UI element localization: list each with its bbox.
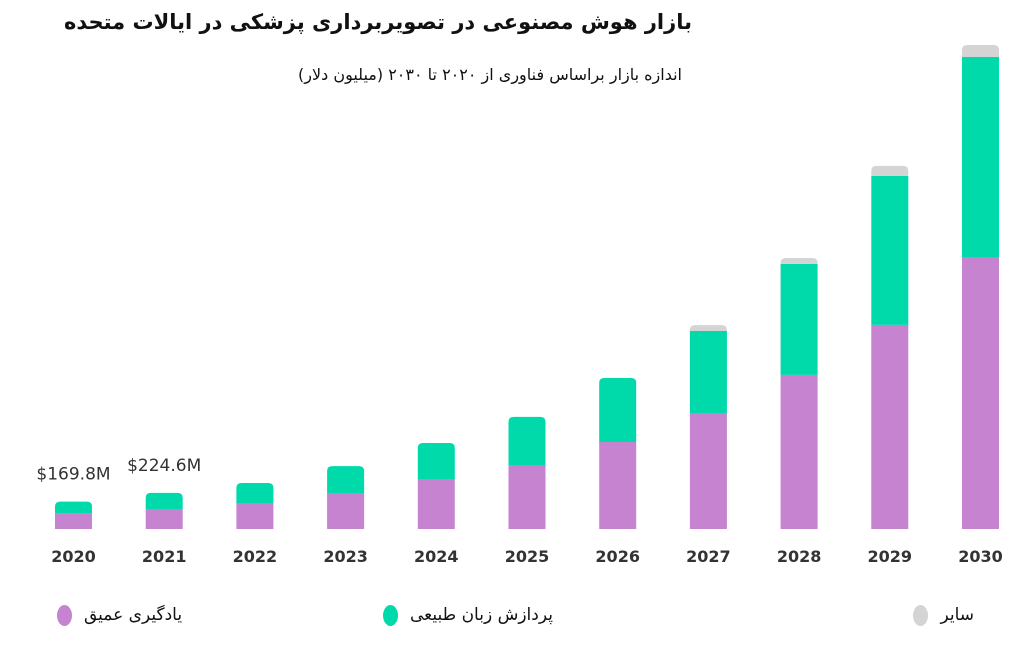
bar-2027-series-1 — [689, 331, 727, 414]
bar-2020-series-1 — [55, 501, 92, 514]
x-tick-label: 2023 — [323, 547, 368, 566]
x-tick-label: 2022 — [233, 547, 278, 566]
bar-2022-series-1 — [236, 483, 274, 504]
bar-2028-series-2 — [780, 257, 818, 264]
chart-subtitle: اندازه بازار براساس فناوری از ۲۰۲۰ تا ۲۰… — [298, 65, 682, 84]
x-tick-label: 2026 — [595, 547, 640, 566]
bar-2026-series-1 — [599, 377, 637, 443]
legend-item-deep-learning: یادگیری عمیق — [57, 602, 182, 628]
chart-title: بازار هوش مصنوعی در تصویربرداری پزشکی در… — [63, 10, 692, 34]
legend-label: سایر — [940, 605, 974, 625]
bar-2030-series-2 — [962, 45, 999, 57]
bar-2030-series-0 — [962, 256, 999, 529]
x-tick-label: 2020 — [51, 547, 96, 566]
x-tick-label: 2028 — [777, 547, 822, 566]
x-tick-label: 2021 — [142, 547, 187, 566]
bar-2028-series-0 — [780, 374, 818, 529]
x-tick-label: 2027 — [686, 547, 731, 566]
bar-2023-series-1 — [327, 466, 365, 494]
bar-2027-series-0 — [689, 413, 727, 529]
bar-2029-series-0 — [871, 324, 909, 529]
bar-2024-series-0 — [417, 478, 455, 529]
legend-swatch — [913, 604, 929, 626]
bar-2021-series-0 — [145, 508, 183, 529]
legend-swatch — [57, 604, 72, 626]
legend-label: یادگیری عمیق — [84, 605, 183, 625]
bar-2030-series-1 — [962, 56, 999, 257]
bar-2025-series-1 — [508, 416, 546, 465]
bar-2021-series-1 — [145, 492, 183, 509]
x-tick-label: 2030 — [958, 547, 1003, 566]
bar-2029-series-2 — [871, 165, 909, 176]
legend-item-nlp: پردازش زبان طبیعی — [383, 602, 553, 628]
bar-2023-series-0 — [327, 493, 365, 529]
bar-2028-series-1 — [780, 263, 818, 375]
bar-2029-series-1 — [871, 175, 909, 325]
bar-2020-series-0 — [55, 513, 92, 529]
legend-item-other: سایر — [913, 602, 974, 628]
bar-2022-series-0 — [236, 503, 274, 529]
x-tick-label: 2029 — [868, 547, 913, 566]
legend-swatch — [383, 604, 398, 626]
bar-2026-series-0 — [599, 442, 637, 529]
x-tick-label: 2024 — [414, 547, 459, 566]
data-label: $224.6M — [127, 456, 201, 476]
bar-2025-series-0 — [508, 464, 546, 529]
bar-2027-series-2 — [689, 325, 727, 332]
bar-2024-series-1 — [417, 443, 455, 479]
x-tick-label: 2025 — [505, 547, 550, 566]
data-label: $169.8M — [36, 465, 110, 485]
legend-label: پردازش زبان طبیعی — [410, 605, 553, 625]
